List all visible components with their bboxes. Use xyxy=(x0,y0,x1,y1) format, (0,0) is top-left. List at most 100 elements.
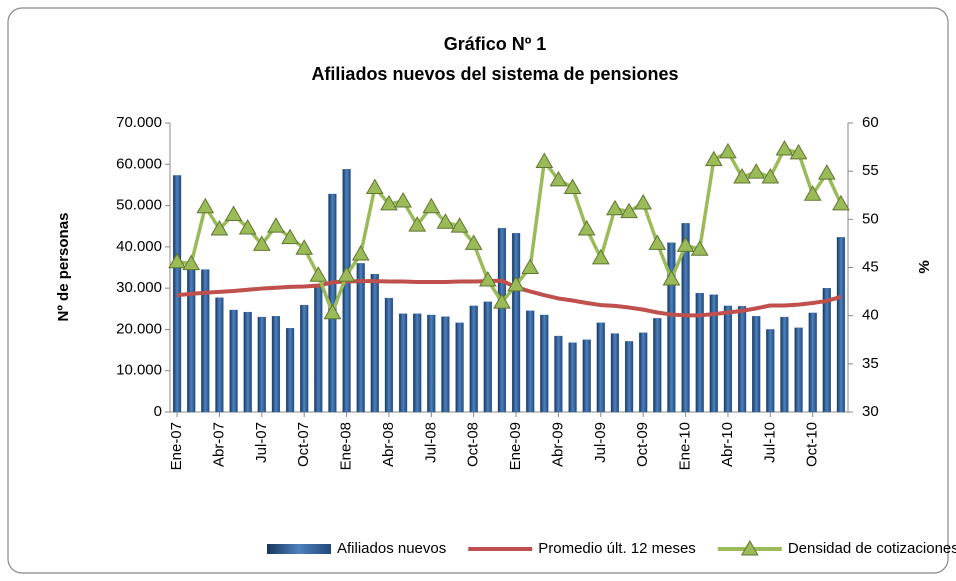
y-tick-label: 30.000 xyxy=(116,279,162,296)
marker xyxy=(365,178,384,195)
x-tick-label: Jul-10 xyxy=(761,422,778,463)
x-tick-label: Oct-10 xyxy=(804,422,821,467)
bar xyxy=(243,311,252,413)
marker xyxy=(832,194,850,211)
marker xyxy=(535,152,554,169)
bar xyxy=(596,322,605,413)
marker xyxy=(168,252,186,269)
x-tick-label: Abr-09 xyxy=(549,422,566,467)
line xyxy=(176,278,842,318)
marker xyxy=(704,150,723,167)
marker xyxy=(817,164,836,180)
bar xyxy=(681,223,690,413)
bar xyxy=(822,287,831,413)
marker xyxy=(521,258,540,274)
bar xyxy=(483,301,492,413)
bar xyxy=(497,228,507,413)
marker xyxy=(577,219,596,236)
chart-subtitle: Afiliados nuevos del sistema de pensione… xyxy=(311,64,678,84)
bar xyxy=(554,335,563,413)
marker xyxy=(351,245,370,261)
marker xyxy=(422,197,441,214)
marker xyxy=(210,219,229,236)
marker xyxy=(733,167,751,184)
marker xyxy=(549,170,568,187)
legend-swatch xyxy=(267,544,331,554)
marker xyxy=(281,228,299,245)
bar xyxy=(836,237,846,413)
y2-tick-label: 30 xyxy=(862,403,879,420)
y2-tick-label: 45 xyxy=(862,258,879,275)
marker xyxy=(323,303,342,320)
marker xyxy=(478,271,497,287)
bar xyxy=(737,306,747,413)
bar xyxy=(187,267,196,413)
marker xyxy=(761,167,780,184)
legend-label: Densidad de cotizaciones (%) xyxy=(788,540,956,557)
marker xyxy=(394,192,412,208)
marker xyxy=(591,248,610,265)
bar xyxy=(780,316,789,413)
marker xyxy=(464,234,483,250)
marker xyxy=(690,240,709,256)
bar xyxy=(653,318,662,413)
y2-tick-label: 60 xyxy=(862,114,879,131)
y-tick-label: 0 xyxy=(154,403,162,420)
marker xyxy=(493,293,511,309)
bar xyxy=(413,313,422,413)
bar xyxy=(723,305,733,413)
bar xyxy=(540,314,549,413)
y2-axis-title: % xyxy=(916,260,933,273)
marker xyxy=(196,197,215,214)
marker xyxy=(747,163,766,179)
x-tick-label: Ene-09 xyxy=(507,422,524,470)
bar xyxy=(511,233,521,413)
bar xyxy=(314,283,323,413)
y-tick-label: 40.000 xyxy=(116,238,162,255)
marker xyxy=(380,194,398,211)
marker xyxy=(224,205,243,222)
legend-label: Promedio últ. 12 meses xyxy=(538,540,696,557)
bar xyxy=(639,332,648,413)
x-tick-label: Oct-09 xyxy=(634,422,651,467)
bar xyxy=(215,297,224,413)
bar xyxy=(568,342,577,413)
x-tick-label: Oct-08 xyxy=(465,422,482,467)
y-tick-label: 50.000 xyxy=(116,197,162,214)
bar xyxy=(709,294,718,413)
bar xyxy=(582,339,591,413)
x-tick-label: Jul-08 xyxy=(422,422,439,463)
marker xyxy=(789,143,808,160)
marker xyxy=(309,266,328,282)
bar xyxy=(398,313,408,413)
marker xyxy=(507,275,525,292)
x-tick-label: Jul-07 xyxy=(253,422,270,463)
bar xyxy=(695,292,704,413)
bar xyxy=(201,269,210,413)
marker xyxy=(648,234,667,250)
bar xyxy=(794,327,803,413)
bar xyxy=(384,297,394,413)
bar xyxy=(808,312,817,413)
legend-label: Afiliados nuevos xyxy=(337,540,446,557)
marker xyxy=(775,140,794,156)
chart-frame xyxy=(7,7,949,574)
marker xyxy=(252,235,271,251)
y2-tick-label: 35 xyxy=(862,355,879,372)
marker xyxy=(563,178,582,195)
x-tick-label: Oct-07 xyxy=(295,422,312,467)
marker xyxy=(719,142,737,159)
marker xyxy=(676,236,695,252)
x-tick-label: Abr-10 xyxy=(719,422,736,467)
bar xyxy=(752,316,761,413)
marker xyxy=(182,254,201,271)
y-tick-label: 10.000 xyxy=(116,362,162,379)
marker xyxy=(634,193,653,210)
x-tick-label: Ene-10 xyxy=(677,422,694,470)
x-tick-label: Abr-07 xyxy=(210,422,227,467)
x-tick-label: Abr-08 xyxy=(380,422,397,467)
bar xyxy=(441,316,450,413)
y2-tick-label: 40 xyxy=(862,307,879,324)
y-tick-label: 20.000 xyxy=(116,320,162,337)
bar xyxy=(370,273,379,413)
